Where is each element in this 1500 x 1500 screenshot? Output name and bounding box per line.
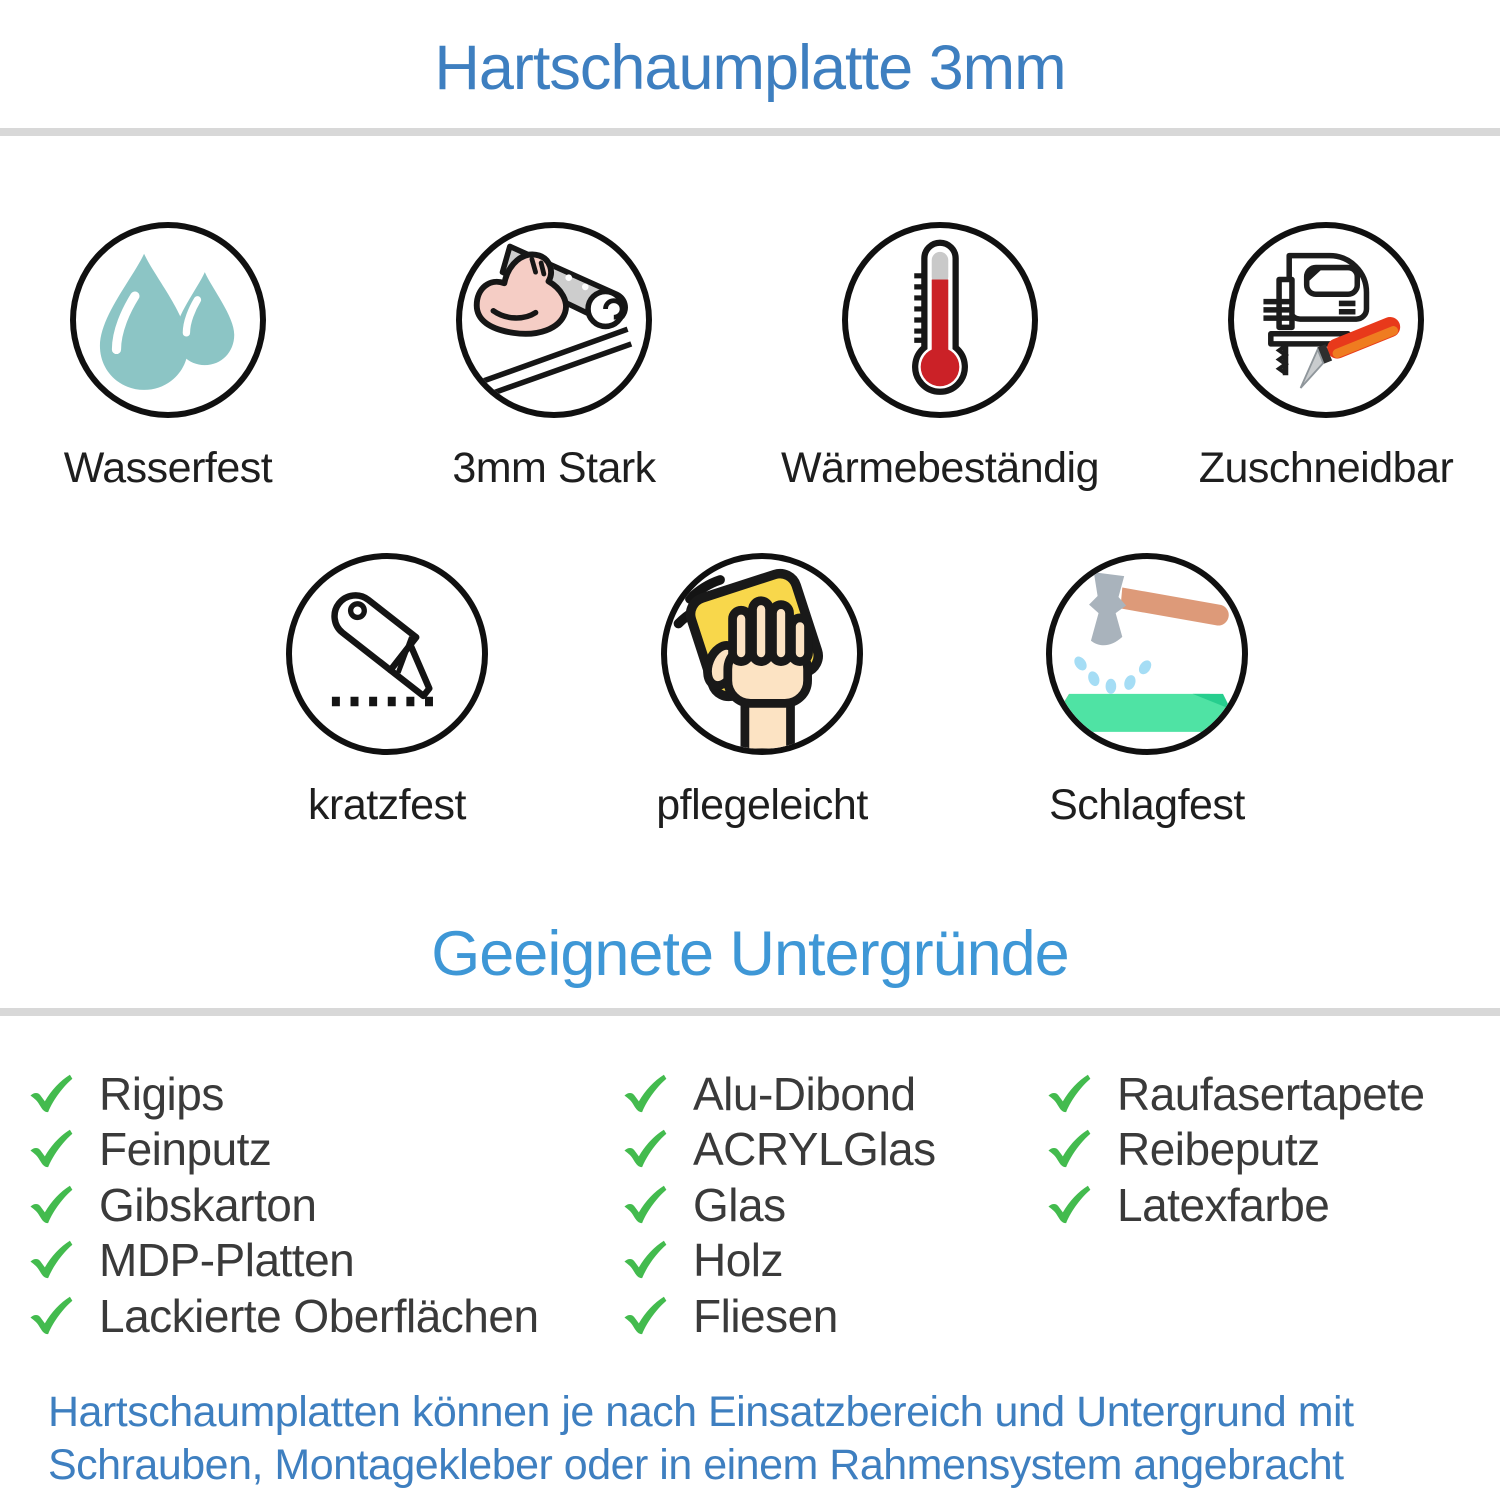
- feature-pflegeleicht: pflegeleicht: [582, 553, 942, 830]
- checklist-item-label: Gibskarton: [99, 1178, 317, 1231]
- checklist-item-label: Feinputz: [99, 1123, 272, 1176]
- footer-note-line2: Schrauben, Montagekleber oder in einem R…: [48, 1441, 1344, 1500]
- section-title: Geeignete Untergründe: [431, 919, 1069, 989]
- check-icon: [30, 1129, 73, 1168]
- check-icon: [30, 1296, 73, 1334]
- check-icon: [30, 1185, 73, 1223]
- feature-label: Wärmebeständig: [780, 444, 1100, 492]
- checklist-item-label: Raufasertapete: [1117, 1067, 1425, 1120]
- checklist-item: Gibskarton: [28, 1177, 539, 1233]
- feature-3mm-stark: 3mm Stark: [374, 222, 734, 493]
- check-icon: [1048, 1129, 1091, 1168]
- wiping-hand-icon: [661, 553, 863, 755]
- feature-kratzfest: kratzfest: [207, 553, 567, 830]
- check-icon: [624, 1240, 667, 1279]
- check-icon: [624, 1129, 667, 1168]
- check-icon: [30, 1074, 73, 1112]
- page-title: Hartschaumplatte 3mm: [434, 33, 1066, 103]
- checklist-item-label: Lackierte Oberflächen: [99, 1289, 539, 1342]
- checklist-item: Reibeputz: [1046, 1122, 1425, 1178]
- check-icon: [624, 1074, 667, 1112]
- checklist-item-label: MDP-Platten: [99, 1234, 355, 1287]
- checklist-item-label: Rigips: [99, 1067, 224, 1120]
- checklist-item-label: Latexfarbe: [1117, 1178, 1330, 1231]
- divider: [0, 128, 1500, 136]
- checklist-item: Raufasertapete: [1046, 1066, 1425, 1122]
- checklist-item: Holz: [622, 1233, 936, 1289]
- checklist-item-label: Alu-Dibond: [693, 1067, 916, 1120]
- checklist-item-label: Reibeputz: [1117, 1123, 1320, 1176]
- checklist-item-label: Holz: [693, 1234, 784, 1287]
- check-icon: [1048, 1074, 1091, 1112]
- check-icon: [1048, 1185, 1091, 1223]
- checklist-item-label: Glas: [693, 1178, 786, 1231]
- checklist-item: Feinputz: [28, 1122, 539, 1178]
- checklist-item: Fliesen: [622, 1288, 936, 1344]
- feature-wasserfest: Wasserfest: [0, 222, 348, 493]
- checklist-item-label: Fliesen: [693, 1289, 838, 1342]
- footer-note-line1: Hartschaumplatten können je nach Einsatz…: [48, 1388, 1354, 1436]
- feature-waermebestaendig: Wärmebeständig: [760, 222, 1120, 493]
- checklist-item: Glas: [622, 1177, 936, 1233]
- check-icon: [624, 1296, 667, 1334]
- checklist-item: Alu-Dibond: [622, 1066, 936, 1122]
- substrate-column-3: Raufasertapete Reibeputz Latexfarbe: [1046, 1066, 1425, 1233]
- feature-label: pflegeleicht: [656, 781, 868, 829]
- thermometer-icon: [842, 222, 1038, 418]
- feature-label: 3mm Stark: [452, 444, 656, 492]
- feature-label: Zuschneidbar: [1198, 444, 1454, 492]
- feature-zuschneidbar: Zuschneidbar: [1146, 222, 1500, 493]
- check-icon: [30, 1240, 73, 1279]
- check-icon: [624, 1185, 667, 1223]
- utility-knife-icon: [286, 553, 488, 755]
- substrate-column-1: Rigips Feinputz Gibskarton MDP-Platten L…: [28, 1066, 539, 1344]
- feature-schlagfest: Schlagfest: [967, 553, 1327, 830]
- water-drops-icon: [70, 222, 266, 418]
- feature-label: Schlagfest: [1049, 781, 1245, 829]
- checklist-item: ACRYLGlas: [622, 1122, 936, 1178]
- checklist-item: Latexfarbe: [1046, 1177, 1425, 1233]
- checklist-item-label: ACRYLGlas: [693, 1123, 936, 1176]
- checklist-item: MDP-Platten: [28, 1233, 539, 1289]
- footer-note: Hartschaumplatten können je nach Einsatz…: [48, 1386, 1500, 1500]
- divider: [0, 1008, 1500, 1016]
- checklist-item: Lackierte Oberflächen: [28, 1288, 539, 1344]
- feature-label: Wasserfest: [63, 444, 273, 492]
- jigsaw-cutter-icon: [1228, 222, 1424, 418]
- checklist-item: Rigips: [28, 1066, 539, 1122]
- muscle-arm-icon: [456, 222, 652, 418]
- substrate-column-2: Alu-Dibond ACRYLGlas Glas Holz Fliesen: [622, 1066, 936, 1344]
- hammer-impact-icon: [1046, 553, 1248, 755]
- feature-label: kratzfest: [308, 781, 467, 829]
